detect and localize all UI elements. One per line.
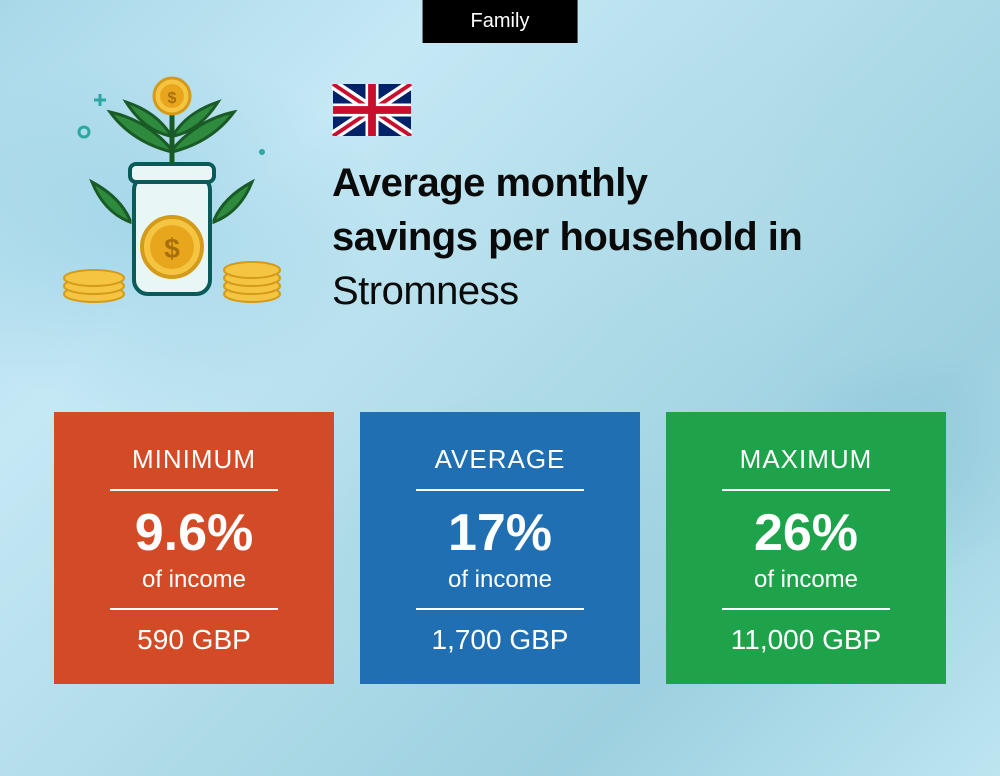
stat-cards-row: MINIMUM 9.6% of income 590 GBP AVERAGE 1… [54,412,946,684]
headline: Average monthly savings per household in… [332,156,952,318]
coin-stack-left [64,270,124,302]
card-sub: of income [686,566,926,594]
category-badge: Family [423,0,578,43]
stat-card-maximum: MAXIMUM 26% of income 11,000 GBP [666,412,946,684]
divider [416,608,584,610]
divider [110,608,278,610]
stat-card-minimum: MINIMUM 9.6% of income 590 GBP [54,412,334,684]
card-sub: of income [380,566,620,594]
divider [110,489,278,491]
card-pct: 17% [380,505,620,562]
divider [722,489,890,491]
headline-line1: Average monthly [332,161,648,205]
headline-location: Stromness [332,269,519,313]
card-label: MINIMUM [74,444,314,475]
card-label: MAXIMUM [686,444,926,475]
top-coin: $ [154,78,190,114]
card-amount: 590 GBP [74,624,314,656]
uk-flag-icon [332,84,412,136]
card-amount: 1,700 GBP [380,624,620,656]
svg-text:$: $ [164,233,180,264]
category-label: Family [471,10,530,32]
divider [416,489,584,491]
stat-card-average: AVERAGE 17% of income 1,700 GBP [360,412,640,684]
savings-jar: $ [130,164,214,294]
divider [722,608,890,610]
card-pct: 9.6% [74,505,314,562]
card-sub: of income [74,566,314,594]
card-label: AVERAGE [380,444,620,475]
svg-text:$: $ [168,90,177,107]
card-amount: 11,000 GBP [686,624,926,656]
headline-line2: savings per household in [332,215,802,259]
savings-illustration: $ $ [52,72,292,312]
card-pct: 26% [686,505,926,562]
coin-stack-right [224,262,280,302]
